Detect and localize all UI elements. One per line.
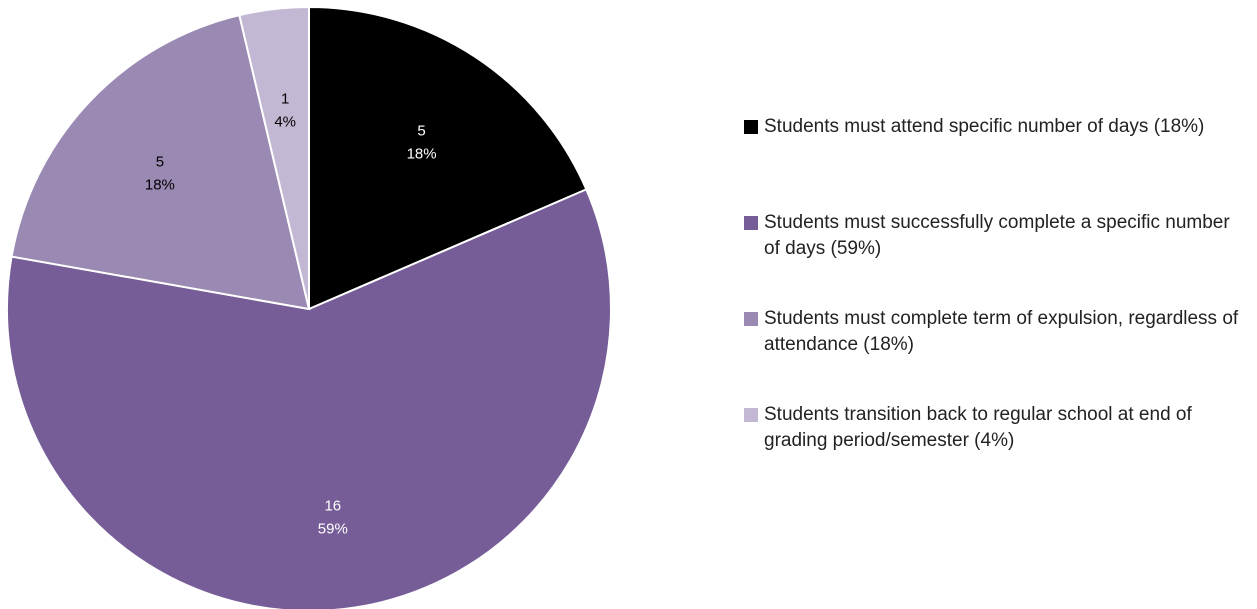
legend-item-transition-back: Students transition back to regular scho… — [744, 402, 1249, 498]
legend-item-complete-days: Students must successfully complete a sp… — [744, 210, 1249, 306]
legend-swatch — [744, 216, 758, 230]
legend-item-attend-days: Students must attend specific number of … — [744, 114, 1249, 210]
data-label-value: 16 — [324, 498, 341, 515]
legend-swatch — [744, 408, 758, 422]
legend-label: Students must complete term of expulsion… — [764, 308, 1239, 355]
data-label-3: 1 4% — [274, 90, 296, 130]
legend-item-term-expulsion: Students must complete term of expulsion… — [744, 306, 1249, 402]
data-label-0: 5 18% — [407, 123, 437, 163]
pie-slice-3 — [238, 5, 310, 310]
legend-swatch — [744, 312, 758, 326]
data-label-value: 5 — [417, 123, 425, 140]
data-label-percent: 18% — [145, 176, 175, 193]
legend-label: Students transition back to regular scho… — [764, 404, 1192, 451]
legend-label: Students must successfully complete a sp… — [764, 212, 1230, 259]
data-label-percent: 4% — [274, 113, 296, 130]
data-label-percent: 59% — [318, 521, 348, 538]
data-label-value: 1 — [281, 90, 289, 107]
pie-slice-0 — [308, 5, 588, 311]
data-label-2: 5 18% — [145, 153, 175, 193]
legend-label: Students must attend specific number of … — [764, 116, 1205, 137]
legend: Students must attend specific number of … — [744, 114, 1249, 498]
data-label-value: 5 — [156, 153, 164, 170]
data-label-1: 16 59% — [318, 498, 348, 538]
data-label-percent: 18% — [407, 146, 437, 163]
legend-swatch — [744, 120, 758, 134]
pie-slice-2 — [10, 13, 311, 311]
